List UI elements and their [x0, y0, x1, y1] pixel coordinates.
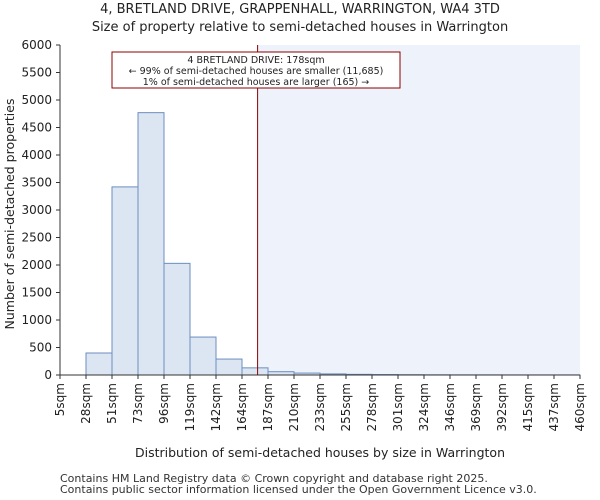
histogram-bar	[137, 112, 165, 376]
histogram-bar	[241, 367, 269, 376]
y-tick-label: 0	[44, 368, 52, 382]
y-tick-label: 4000	[21, 148, 52, 162]
x-tick-label: 142sqm	[209, 383, 223, 431]
footer-line-licence: Contains public sector information licen…	[60, 483, 537, 496]
footer-attribution: Contains HM Land Registry data © Crown c…	[60, 473, 537, 495]
annotation-smaller-label: ← 99% of semi-detached houses are smalle…	[129, 66, 384, 77]
chart-title-address: 4, BRETLAND DRIVE, GRAPPENHALL, WARRINGT…	[100, 2, 500, 17]
x-tick-label: 346sqm	[443, 383, 457, 431]
y-tick-label: 4500	[21, 121, 52, 135]
x-axis-title: Distribution of semi-detached houses by …	[135, 445, 505, 460]
histogram-bar	[163, 262, 191, 376]
y-tick-label: 5500	[21, 66, 52, 80]
x-tick-label: 187sqm	[261, 383, 275, 431]
x-tick-label: 460sqm	[573, 383, 587, 431]
y-tick-label: 1500	[21, 286, 52, 300]
x-tick-label: 96sqm	[157, 383, 171, 424]
y-tick-label: 500	[29, 341, 52, 355]
x-tick-label: 255sqm	[339, 383, 353, 431]
y-tick-label: 2000	[21, 258, 52, 272]
y-tick-label: 3500	[21, 176, 52, 190]
annotation-box	[111, 51, 401, 89]
histogram-bar	[189, 336, 217, 376]
y-axis-title: Number of semi-detached properties	[2, 99, 17, 330]
x-tick-label: 28sqm	[79, 383, 93, 424]
histogram-bar	[215, 358, 243, 376]
x-tick-label: 233sqm	[313, 383, 327, 431]
x-tick-label: 51sqm	[105, 383, 119, 424]
chart-title-block: 4, BRETLAND DRIVE, GRAPPENHALL, WARRINGT…	[0, 0, 600, 37]
annotation-property-label: 4 BRETLAND DRIVE: 178sqm	[187, 55, 324, 66]
x-tick-label: 164sqm	[235, 383, 249, 431]
x-tick-label: 73sqm	[131, 383, 145, 424]
x-tick-label: 210sqm	[287, 383, 301, 431]
chart-title-subtitle: Size of property relative to semi-detach…	[91, 20, 509, 35]
y-tick-label: 5000	[21, 93, 52, 107]
annotation-larger-label: 1% of semi-detached houses are larger (1…	[143, 77, 370, 88]
x-tick-label: 301sqm	[391, 383, 405, 431]
x-tick-label: 119sqm	[183, 383, 197, 431]
x-tick-label: 437sqm	[547, 383, 561, 431]
histogram-bar	[85, 352, 113, 376]
footer-line-copyright: Contains HM Land Registry data © Crown c…	[60, 472, 488, 485]
x-tick-label: 415sqm	[521, 383, 535, 431]
larger-region-shading	[257, 45, 580, 375]
y-tick-label: 3000	[21, 203, 52, 217]
histogram-bar	[111, 186, 139, 376]
x-tick-label: 369sqm	[469, 383, 483, 431]
y-tick-label: 2500	[21, 231, 52, 245]
x-tick-label: 324sqm	[417, 383, 431, 431]
x-tick-label: 5sqm	[53, 383, 67, 416]
y-tick-label: 6000	[21, 38, 52, 52]
y-tick-label: 1000	[21, 313, 52, 327]
x-tick-label: 392sqm	[495, 383, 509, 431]
x-tick-label: 278sqm	[365, 383, 379, 431]
